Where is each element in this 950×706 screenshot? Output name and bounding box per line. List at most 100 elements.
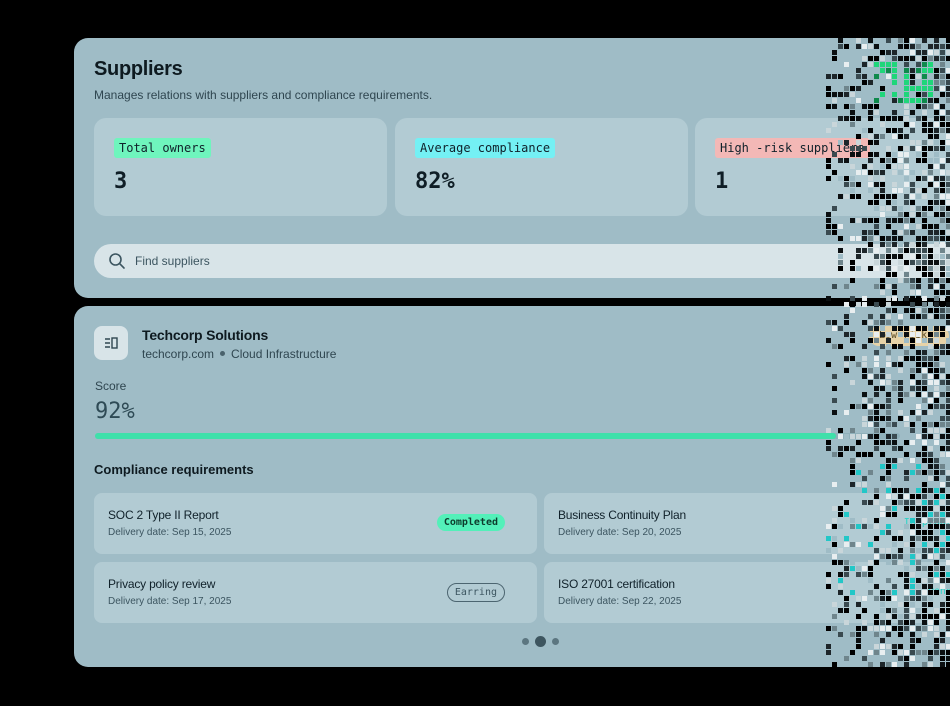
pixel-tile [874,224,879,229]
pixel-tile [928,68,933,73]
pixel-tile [874,386,879,391]
pixel-tile [928,602,933,607]
pixel-tile [934,98,939,103]
pixel-tile [934,350,939,355]
pixel-tile [934,158,939,163]
pagination-dot-active[interactable] [535,636,546,647]
pixel-tile [940,422,945,427]
compliance-title: Compliance requirements [94,462,254,477]
pixel-tile [862,476,867,481]
pixel-tile [934,374,939,379]
pixel-tile [850,218,855,223]
requirement-item[interactable]: Business Continuity Plan Delivery date: … [544,493,950,554]
search-input[interactable]: Find suppliers [94,244,950,278]
pixel-tile [928,500,933,505]
pixel-tile [916,206,921,211]
pixel-tile [856,194,861,199]
pixel-tile [922,518,927,523]
pagination-dot[interactable] [552,638,559,645]
pixel-tile [934,320,939,325]
pixel-tile [916,254,921,259]
pixel-tile [910,104,915,109]
pixel-tile [946,620,950,625]
pixel-tile [904,278,909,283]
pixel-tile [910,254,915,259]
pixel-tile [940,176,945,181]
pixel-tile [922,488,927,493]
pixel-tile [946,524,950,529]
pixel-tile [904,494,909,499]
pixel-tile [904,92,909,97]
pixel-tile [916,392,921,397]
pixel-tile [874,392,879,397]
pixel-tile [874,326,879,331]
pixel-tile [850,86,855,91]
pixel-tile [922,242,927,247]
pixel-tile [844,332,849,337]
pixel-tile [850,236,855,241]
pixel-tile [826,92,831,97]
pixel-tile [826,128,831,133]
pixel-tile [916,266,921,271]
pixel-tile [916,590,921,595]
pixel-tile [868,398,873,403]
pixel-tile [904,194,909,199]
pixel-tile [856,68,861,73]
pixel-tile [874,44,879,49]
supplier-domain[interactable]: techcorp.com [142,347,215,361]
pixel-tile [910,296,915,301]
pixel-tile [904,650,909,655]
pixel-tile [892,170,897,175]
requirement-item[interactable]: SOC 2 Type II Report Delivery date: Sep … [94,493,537,554]
pixel-tile [892,218,897,223]
pixel-tile [904,200,909,205]
pixel-tile [880,344,885,349]
pixel-tile [880,314,885,319]
pixel-tile [928,158,933,163]
pixel-tile [892,290,897,295]
pixel-tile [850,542,855,547]
pixel-tile [892,350,897,355]
pixel-tile [874,374,879,379]
pixel-tile [838,446,843,451]
requirement-item[interactable]: Privacy policy review Delivery date: Sep… [94,562,537,623]
pixel-tile [874,548,879,553]
supplier-detail-card: Techcorp Solutions techcorp.com Cloud Inf… [74,306,950,667]
supplier-name[interactable]: Techcorp Solutions [142,327,269,343]
pixel-tile [856,74,861,79]
pixel-tile [904,662,909,667]
pixel-tile [868,44,873,49]
pixel-tile [838,626,843,631]
pixel-tile [946,590,950,595]
pixel-tile [826,176,831,181]
pixel-tile [934,344,939,349]
status-badge: Earring [446,583,505,602]
pagination-dot[interactable] [522,638,529,645]
pixel-tile [892,164,897,169]
pixel-tile [886,332,891,337]
pixel-tile [874,320,879,325]
pixel-tile [844,566,849,571]
pixel-tile [910,356,915,361]
pixel-tile [856,152,861,157]
pixel-tile [940,482,945,487]
pixel-tile [838,524,843,529]
pixel-tile [850,560,855,565]
pixel-tile [934,146,939,151]
pixel-tile [850,650,855,655]
pixel-tile [826,86,831,91]
pixel-tile [850,266,855,271]
pixel-tile [844,602,849,607]
pixel-tile [904,596,909,601]
pixel-tile [826,428,831,433]
pixel-tile [946,242,950,247]
pixel-tile [880,404,885,409]
pixel-tile [904,440,909,445]
pixel-tile [904,332,909,337]
pixel-tile [898,332,903,337]
pixel-tile [898,128,903,133]
pixel-tile [844,194,849,199]
pixel-tile [916,296,921,301]
pixel-tile [886,374,891,379]
